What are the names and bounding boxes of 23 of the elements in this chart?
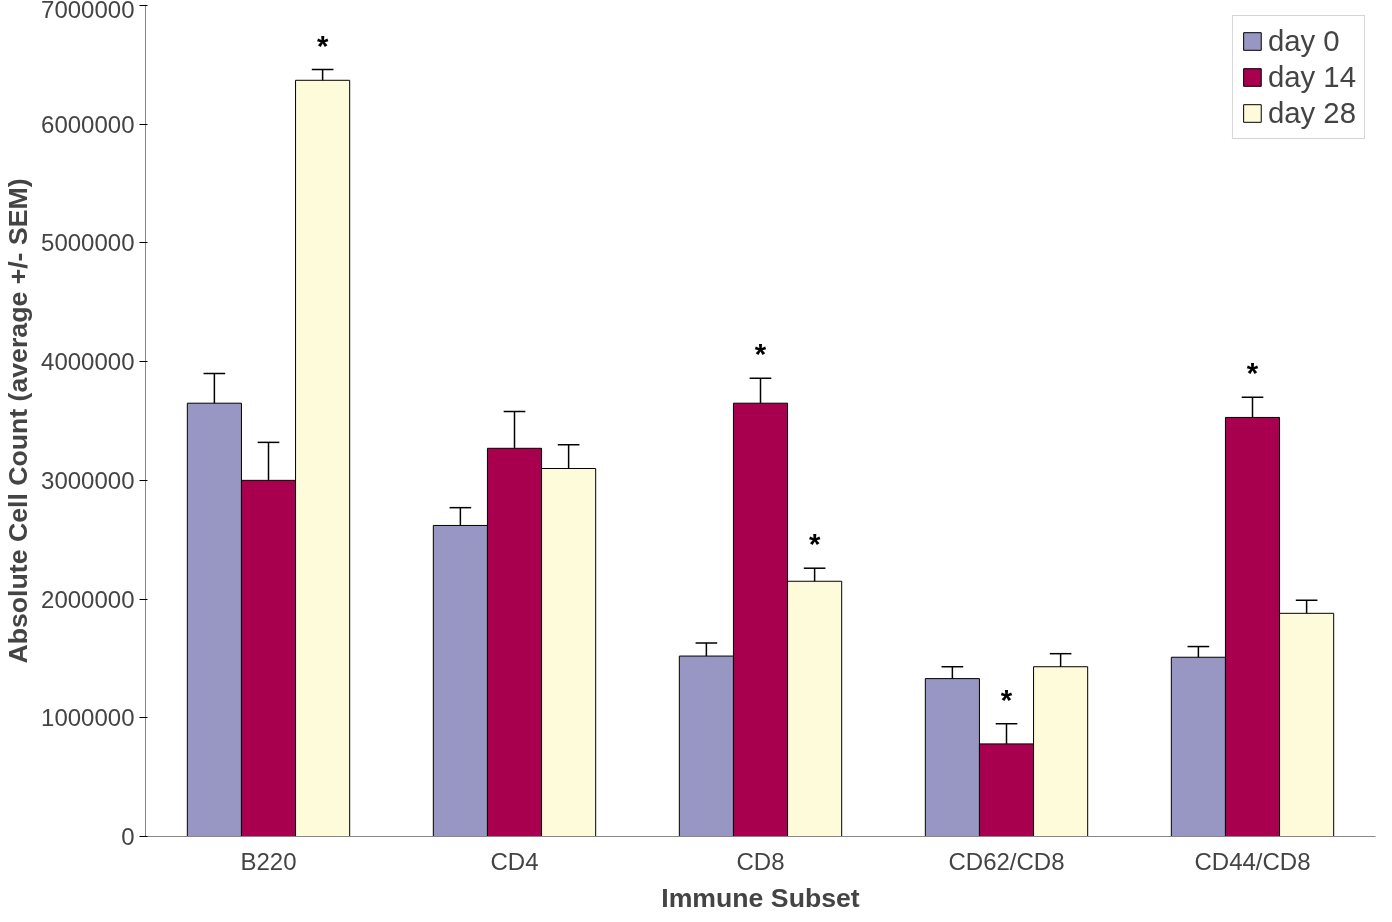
x-tick-label: CD4 bbox=[490, 847, 539, 875]
x-axis-title: Immune Subset bbox=[661, 882, 860, 913]
legend-label: day 0 bbox=[1267, 24, 1340, 58]
y-tick-label: 7000000 bbox=[41, 0, 135, 23]
annotation: * bbox=[1246, 356, 1259, 390]
x-tick-label: B220 bbox=[240, 847, 297, 875]
y-tick-label: 2000000 bbox=[41, 585, 135, 613]
annotation: * bbox=[754, 337, 767, 371]
y-tick-label: 4000000 bbox=[41, 348, 135, 376]
annotation: * bbox=[1000, 682, 1013, 716]
legend-label: day 28 bbox=[1267, 96, 1356, 130]
x-tick-label: CD62/CD8 bbox=[948, 847, 1065, 875]
y-tick-label: 5000000 bbox=[41, 229, 135, 257]
x-tick-label: CD44/CD8 bbox=[1194, 847, 1311, 875]
y-tick-label: 1000000 bbox=[41, 704, 135, 732]
y-tick-label: 0 bbox=[121, 823, 135, 850]
x-tick-label: CD8 bbox=[736, 847, 785, 875]
y-axis-title: Absolute Cell Count (average +/- SEM) bbox=[3, 178, 34, 664]
annotation: * bbox=[316, 28, 329, 62]
legend-label: day 14 bbox=[1267, 60, 1356, 94]
y-tick-label: 6000000 bbox=[41, 110, 135, 138]
y-tick-label: 3000000 bbox=[41, 466, 135, 494]
annotation: * bbox=[808, 527, 821, 561]
